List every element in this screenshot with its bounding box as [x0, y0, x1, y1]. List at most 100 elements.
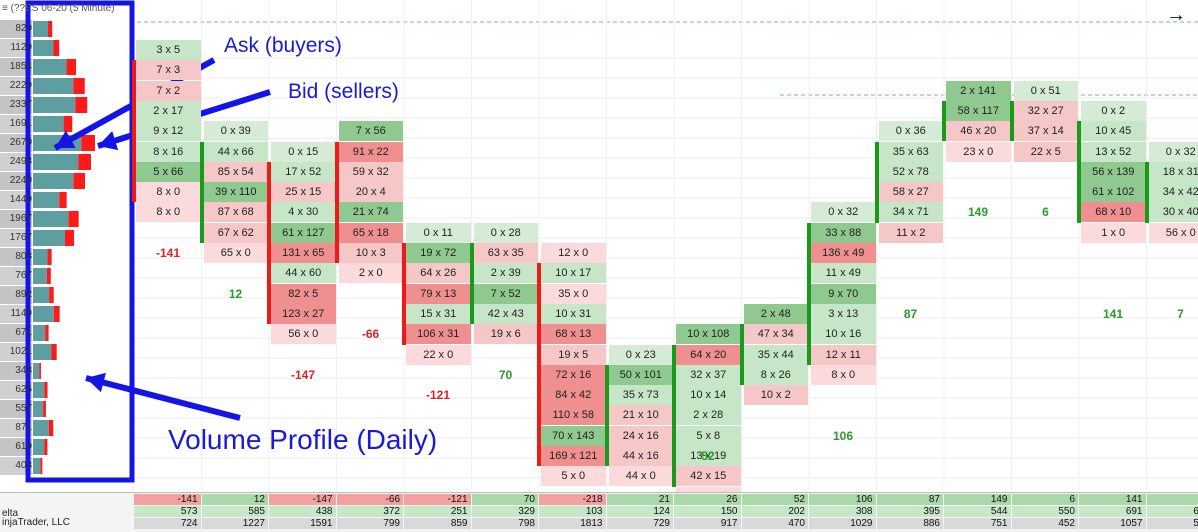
footprint-cell: 44 x 66 — [204, 142, 269, 162]
footprint-cell: 19 x 5 — [541, 345, 606, 365]
footprint-cell: 44 x 16 — [609, 446, 674, 466]
footer-cell: 729 — [607, 518, 674, 529]
candle-body — [605, 365, 609, 467]
footer-cell: 550 — [1012, 506, 1079, 517]
footer-cell: 308 — [809, 506, 876, 517]
profile-bid-bar — [75, 97, 87, 113]
profile-bid-bar — [39, 363, 41, 379]
footprint-cell: 47 x 34 — [744, 324, 809, 344]
footprint-cell: 7 x 2 — [136, 81, 201, 101]
footprint-cell: 8 x 0 — [136, 182, 201, 202]
volume-profile-arrow — [86, 373, 240, 418]
price-label: 2670 — [0, 137, 32, 148]
footer-cell: 395 — [877, 506, 944, 517]
footer-cell: 26 — [674, 494, 741, 505]
profile-bid-bar — [54, 306, 60, 322]
footprint-cell: 10 x 31 — [541, 304, 606, 324]
bar-delta: -121 — [408, 388, 468, 402]
profile-bid-bar — [81, 135, 95, 151]
bar-delta: 149 — [948, 205, 1008, 219]
profile-bid-bar — [45, 325, 48, 341]
bar-delta: -141 — [138, 246, 198, 260]
footprint-cell: 110 x 58 — [541, 405, 606, 425]
footprint-cell: 64 x 20 — [676, 345, 741, 365]
footprint-cell: 0 x 2 — [1081, 101, 1146, 121]
footprint-cell: 24 x 16 — [609, 426, 674, 446]
candle-body — [402, 243, 406, 345]
candle-body — [875, 142, 879, 223]
profile-bid-bar — [74, 173, 85, 189]
profile-ask-bar — [33, 211, 69, 227]
candle-body — [807, 223, 811, 365]
profile-ask-bar — [33, 420, 49, 436]
candle-body — [335, 142, 339, 264]
footer-cell: 917 — [674, 518, 741, 529]
footprint-cell: 46 x 20 — [946, 121, 1011, 141]
footer-cell: 1057 — [1079, 518, 1146, 529]
profile-bid-bar — [78, 154, 91, 170]
footprint-cell: 70 x 143 — [541, 426, 606, 446]
chart-title: ≡ (??ES 06-20 (5 Minute) — [2, 3, 115, 14]
footer-cell: -147 — [269, 494, 336, 505]
footprint-cell: 58 x 27 — [879, 182, 944, 202]
footprint-cell: 10 x 2 — [744, 385, 809, 405]
footer-cell: 1813 — [539, 518, 606, 529]
footer-cell: 886 — [877, 518, 944, 529]
bar-delta: 106 — [813, 429, 873, 443]
footprint-cell: 68 x 10 — [1081, 202, 1146, 222]
profile-ask-bar — [33, 344, 51, 360]
footprint-cell: 52 x 78 — [879, 162, 944, 182]
footprint-cell: 12 x 0 — [541, 243, 606, 263]
price-label: 1767 — [0, 232, 32, 243]
footer-cell: 585 — [202, 506, 269, 517]
footprint-cell: 30 x 40 — [1149, 202, 1198, 222]
candle-body — [537, 263, 541, 466]
price-label: 803 — [0, 251, 32, 262]
footprint-cell: 0 x 15 — [271, 142, 336, 162]
footer-cell: 103 — [539, 506, 606, 517]
bar-delta: 6 — [1016, 205, 1076, 219]
profile-bid-bar — [73, 78, 84, 94]
footer-cell: 251 — [404, 506, 471, 517]
candle-body — [1077, 121, 1081, 223]
price-label: 1967 — [0, 213, 32, 224]
candle-body — [132, 60, 136, 202]
footer-cell: 1029 — [809, 518, 876, 529]
profile-ask-bar — [33, 401, 43, 417]
footer-cell: 12 — [202, 494, 269, 505]
footer-cell: 470 — [742, 518, 809, 529]
candle-body — [672, 345, 676, 487]
profile-ask-bar — [33, 439, 44, 455]
candle-body — [1010, 101, 1014, 142]
footprint-cell: 4 x 30 — [271, 202, 336, 222]
footprint-cell: 9 x 12 — [136, 121, 201, 141]
footer-cell: 202 — [742, 506, 809, 517]
candle-body — [740, 324, 744, 385]
profile-ask-bar — [33, 287, 49, 303]
profile-bid-bar — [65, 230, 74, 246]
footprint-cell: 32 x 37 — [676, 365, 741, 385]
footprint-cell: 79 x 13 — [406, 284, 471, 304]
nav-arrow-icon[interactable]: → — [1166, 4, 1186, 27]
profile-ask-bar — [33, 325, 45, 341]
price-label: 871 — [0, 422, 32, 433]
price-label: 557 — [0, 403, 32, 414]
profile-bid-bar — [49, 287, 54, 303]
footprint-cell: 106 x 31 — [406, 324, 471, 344]
footer-cell: 87 — [877, 494, 944, 505]
footprint-cell: 50 x 101 — [609, 365, 674, 385]
footprint-cell: 37 x 14 — [1014, 121, 1079, 141]
footer-cell: 21 — [607, 494, 674, 505]
footprint-cell: 35 x 0 — [541, 284, 606, 304]
price-label: 829 — [0, 23, 32, 34]
footprint-cell: 10 x 45 — [1081, 121, 1146, 141]
footprint-cell: 3 x 5 — [136, 40, 201, 60]
footer-cell: 1591 — [269, 518, 336, 529]
footer-cell: 544 — [944, 506, 1011, 517]
footprint-cell: 21 x 74 — [339, 202, 404, 222]
profile-ask-bar — [33, 116, 64, 132]
footprint-cell: 8 x 0 — [811, 365, 876, 385]
bar-delta: -147 — [273, 368, 333, 382]
price-label: 1449 — [0, 194, 32, 205]
footprint-cell: 2 x 39 — [474, 263, 539, 283]
